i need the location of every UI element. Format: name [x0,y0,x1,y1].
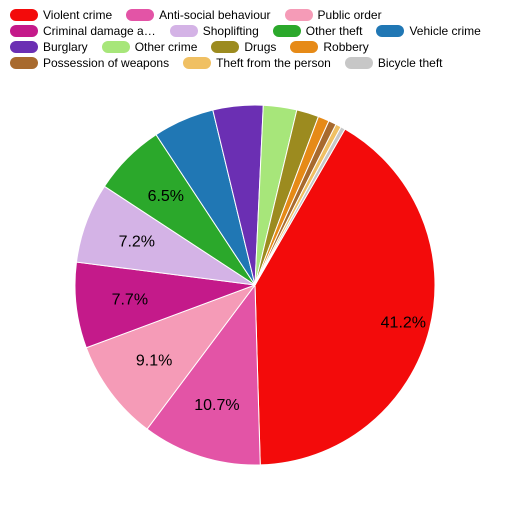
legend-item: Theft from the person [183,56,331,70]
legend-label: Robbery [323,40,368,54]
legend-label: Anti-social behaviour [159,8,270,22]
legend-label: Burglary [43,40,88,54]
legend-item: Robbery [290,40,368,54]
legend-label: Shoplifting [203,24,259,38]
slice-percent-label: 7.2% [119,233,155,250]
legend-label: Drugs [244,40,276,54]
slice-percent-label: 6.5% [148,188,184,205]
slice-percent-label: 41.2% [381,314,426,331]
chart-legend: Violent crime Anti-social behaviour Public… [0,0,510,70]
legend-swatch [10,25,38,37]
legend-item: Bicycle theft [345,56,443,70]
legend-swatch [345,57,373,69]
legend-label: Other crime [135,40,198,54]
legend-item: Burglary [10,40,88,54]
legend-swatch [376,25,404,37]
legend-label: Other theft [306,24,363,38]
legend-swatch [183,57,211,69]
legend-item: Possession of weapons [10,56,169,70]
legend-swatch [285,9,313,21]
legend-item: Other theft [273,24,363,38]
legend-swatch [10,9,38,21]
legend-swatch [290,41,318,53]
slice-percent-label: 7.7% [112,291,148,308]
legend-label: Violent crime [43,8,112,22]
legend-item: Criminal damage a… [10,24,156,38]
legend-item: Shoplifting [170,24,259,38]
legend-swatch [126,9,154,21]
legend-label: Criminal damage a… [43,24,156,38]
legend-label: Theft from the person [216,56,331,70]
pie-chart: 41.2% 10.7% 9.1% 7.7% 7.2% 6.5% [0,70,510,500]
slice-percent-label: 9.1% [136,352,172,369]
legend-item: Vehicle crime [376,24,480,38]
legend-item: Anti-social behaviour [126,8,270,22]
legend-swatch [170,25,198,37]
legend-item: Drugs [211,40,276,54]
legend-label: Possession of weapons [43,56,169,70]
legend-swatch [211,41,239,53]
legend-item: Public order [285,8,382,22]
legend-swatch [10,41,38,53]
legend-label: Vehicle crime [409,24,480,38]
legend-label: Public order [318,8,382,22]
legend-swatch [10,57,38,69]
slice-percent-label: 10.7% [194,397,239,414]
legend-item: Violent crime [10,8,112,22]
legend-swatch [273,25,301,37]
legend-label: Bicycle theft [378,56,443,70]
legend-swatch [102,41,130,53]
legend-item: Other crime [102,40,198,54]
